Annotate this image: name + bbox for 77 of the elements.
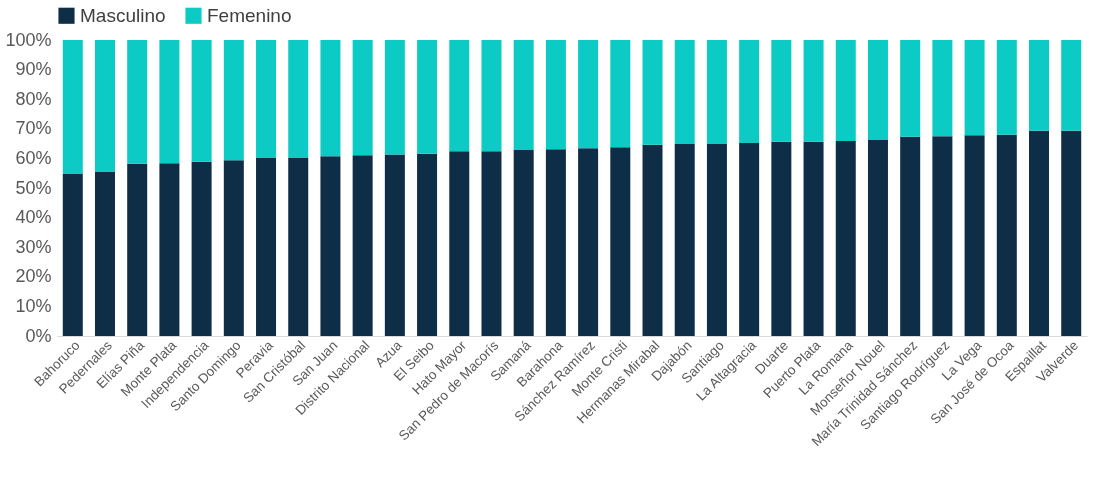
y-tick-label: 20% [15, 266, 52, 287]
bar [578, 40, 599, 149]
y-tick-label: 50% [15, 177, 52, 198]
bar [610, 147, 631, 336]
bar [545, 149, 566, 336]
bar [674, 40, 695, 144]
bar [127, 40, 148, 164]
bar [513, 40, 534, 151]
bar [545, 40, 566, 150]
bar [932, 136, 953, 336]
bar [900, 40, 921, 137]
bar [223, 160, 244, 336]
bar [384, 154, 405, 336]
bar [996, 134, 1017, 336]
bar [320, 40, 341, 157]
y-tick-label: 40% [15, 207, 52, 228]
bar [191, 40, 212, 162]
bar [578, 148, 599, 336]
bar [932, 40, 953, 137]
bar [352, 40, 373, 156]
bar [1029, 130, 1050, 336]
bar [867, 40, 888, 141]
legend-label: Masculino [80, 4, 166, 26]
bar [739, 40, 760, 144]
bar [771, 141, 792, 336]
bar [127, 163, 148, 336]
bar [223, 40, 244, 161]
bar [449, 40, 470, 152]
y-tick-label: 60% [15, 147, 52, 168]
bar [384, 40, 405, 155]
bar [706, 143, 727, 336]
bar [159, 40, 180, 164]
y-tick-label: 10% [15, 295, 52, 316]
y-tick-label: 90% [15, 59, 52, 80]
bar [256, 40, 277, 158]
bar [835, 40, 856, 141]
bar [964, 40, 985, 136]
bar [62, 173, 83, 336]
bar [159, 163, 180, 336]
bar [835, 140, 856, 336]
bar [513, 150, 534, 336]
bar [320, 156, 341, 336]
bar [900, 136, 921, 336]
y-tick-label: 0% [25, 325, 52, 346]
y-tick-label: 100% [5, 29, 52, 50]
y-tick-label: 30% [15, 236, 52, 257]
bar [449, 151, 470, 336]
bar [417, 153, 438, 336]
bar [642, 144, 663, 336]
bar [1029, 40, 1050, 131]
bar [674, 143, 695, 336]
bar [256, 157, 277, 336]
bar [739, 143, 760, 336]
bar [62, 40, 83, 174]
y-tick-label: 80% [15, 88, 52, 109]
bar [417, 40, 438, 154]
bar [964, 135, 985, 336]
bar [996, 40, 1017, 135]
bar [803, 141, 824, 336]
bar [481, 40, 502, 152]
bar [352, 155, 373, 336]
bar [803, 40, 824, 142]
bar [642, 40, 663, 145]
bar [288, 157, 309, 336]
bar [1061, 40, 1082, 131]
bar [288, 40, 309, 158]
bar [191, 161, 212, 336]
bar [94, 40, 115, 172]
bar [1061, 130, 1082, 336]
bar [94, 171, 115, 336]
legend-label: Femenino [207, 4, 292, 26]
bar [867, 140, 888, 336]
y-tick-label: 70% [15, 118, 52, 139]
bar [706, 40, 727, 144]
bar [771, 40, 792, 142]
bar [610, 40, 631, 148]
bar [481, 151, 502, 336]
